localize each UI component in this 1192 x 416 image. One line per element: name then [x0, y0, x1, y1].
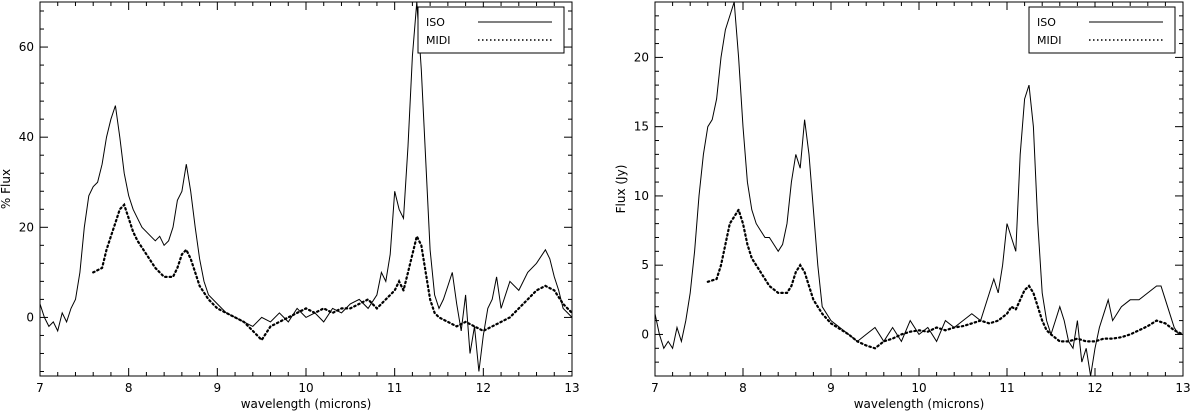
- x-tick-label: 13: [564, 381, 579, 395]
- chart-panel-left: 7 8 9 10 11 12 13 0 20 40 60 wavelength (microns) % …: [0, 1, 580, 411]
- x-tick-label: 13: [1175, 381, 1190, 395]
- legend-box: [1028, 6, 1176, 54]
- series-line-midi: [706, 207, 1183, 350]
- x-tick-label: 8: [739, 381, 747, 395]
- x-tick-label: 8: [125, 381, 133, 395]
- legend: ISO MIDI: [417, 6, 565, 54]
- y-tick-label: 5: [641, 258, 649, 272]
- y-axis-label: % Flux: [0, 169, 13, 209]
- series-line-midi: [92, 202, 572, 342]
- legend-label: MIDI: [1037, 34, 1061, 47]
- x-tick-label: 11: [387, 381, 402, 395]
- x-axis-label: wavelength (microns): [854, 397, 985, 411]
- x-tick-label: 9: [214, 381, 222, 395]
- series-line-iso: [655, 2, 1183, 376]
- x-tick-label: 10: [911, 381, 926, 395]
- y-tick-label: 15: [634, 120, 649, 134]
- series-group: [40, 2, 572, 372]
- y-tick-label: 40: [19, 130, 34, 144]
- x-tick-label: 7: [36, 381, 44, 395]
- y-tick-label: 20: [19, 220, 34, 234]
- y-tick-label: 10: [634, 189, 649, 203]
- series-line-iso: [40, 2, 572, 372]
- legend: ISO MIDI: [1028, 6, 1176, 54]
- y-tick-label: 60: [19, 40, 34, 54]
- legend-label: ISO: [1037, 16, 1056, 29]
- plot-frame: [39, 1, 573, 377]
- chart-svg-right: 7 8 9 10 11 12 13 0 5 10 15 20 wavelength (microns) F…: [614, 1, 1191, 411]
- x-tick-label: 12: [476, 381, 491, 395]
- x-tick-label: 12: [1087, 381, 1102, 395]
- x-tick-label: 11: [999, 381, 1014, 395]
- legend-box: [417, 6, 565, 54]
- legend-label: MIDI: [426, 34, 450, 47]
- x-tick-label: 7: [651, 381, 659, 395]
- y-tick-label: 0: [26, 310, 34, 324]
- x-axis-label: wavelength (microns): [241, 397, 372, 411]
- y-tick-label: 20: [634, 50, 649, 64]
- y-tick-label: 0: [641, 327, 649, 341]
- series-group: [655, 2, 1183, 376]
- plot-frame: [654, 1, 1184, 377]
- legend-label: ISO: [426, 16, 445, 29]
- chart-svg-left: 7 8 9 10 11 12 13 0 20 40 60 wavelength (microns) % …: [0, 1, 580, 411]
- x-tick-label: 9: [827, 381, 835, 395]
- y-axis-label: Flux (Jy): [614, 165, 628, 214]
- chart-panel-right: 7 8 9 10 11 12 13 0 5 10 15 20 wavelength (microns) F…: [596, 0, 1192, 416]
- x-tick-label: 10: [298, 381, 313, 395]
